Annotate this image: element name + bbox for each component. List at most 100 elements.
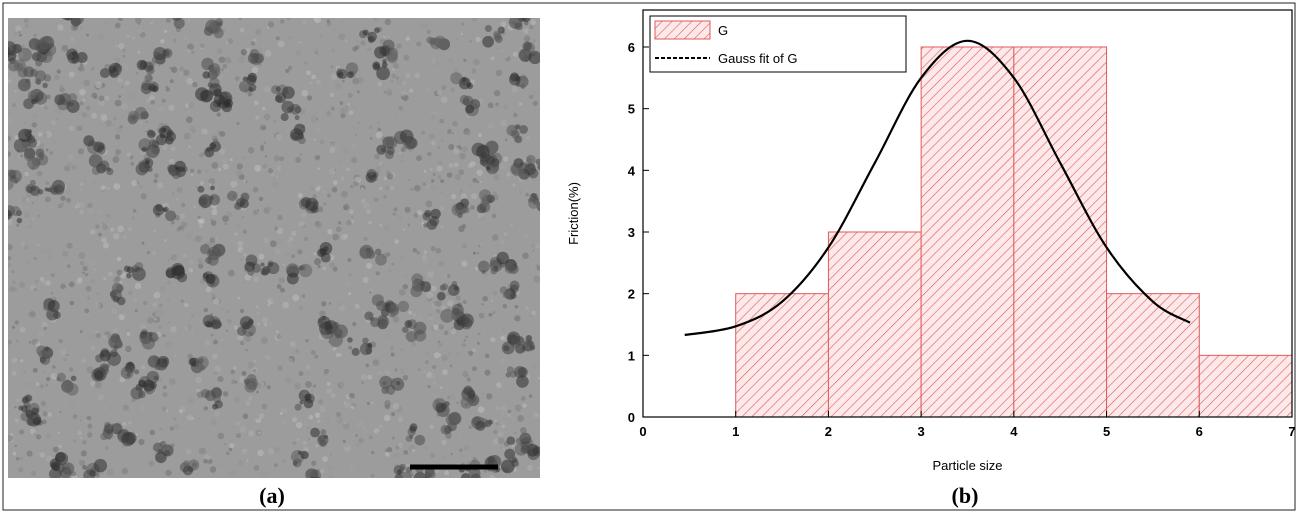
grain bbox=[312, 381, 316, 385]
grain bbox=[158, 303, 163, 308]
grain bbox=[235, 421, 241, 426]
grain bbox=[339, 108, 345, 114]
particle bbox=[152, 204, 164, 216]
particle bbox=[465, 104, 475, 114]
grain bbox=[338, 158, 342, 163]
grain bbox=[11, 357, 17, 363]
particle bbox=[124, 362, 136, 374]
particle bbox=[205, 273, 216, 284]
grain bbox=[477, 406, 485, 413]
grain bbox=[231, 379, 236, 385]
grain bbox=[343, 233, 349, 239]
grain bbox=[256, 312, 260, 315]
y-axis-label: Friction(%) bbox=[566, 182, 581, 245]
grain bbox=[169, 426, 175, 431]
grain bbox=[284, 251, 290, 257]
grain bbox=[24, 164, 28, 168]
grain bbox=[446, 172, 453, 178]
grain bbox=[453, 147, 460, 155]
grain bbox=[396, 43, 402, 49]
grain bbox=[474, 266, 479, 271]
grain bbox=[460, 32, 464, 36]
particle bbox=[147, 64, 154, 71]
grain bbox=[72, 439, 77, 443]
grain bbox=[423, 169, 427, 173]
grain bbox=[495, 422, 499, 426]
particle bbox=[159, 440, 167, 448]
grain bbox=[261, 403, 268, 410]
particle bbox=[248, 83, 257, 92]
grain bbox=[307, 437, 311, 441]
particle bbox=[207, 321, 214, 328]
grain bbox=[363, 108, 370, 116]
grain bbox=[331, 65, 334, 68]
grain bbox=[477, 332, 481, 336]
legend-label: G bbox=[718, 23, 728, 38]
particle bbox=[240, 49, 248, 56]
particle bbox=[165, 210, 177, 222]
particle bbox=[22, 81, 30, 89]
grain bbox=[216, 47, 223, 54]
grain bbox=[436, 165, 443, 172]
grain bbox=[506, 172, 511, 177]
grain bbox=[471, 68, 477, 74]
x-tick-label: 4 bbox=[1010, 424, 1018, 439]
grain bbox=[197, 215, 201, 219]
particle bbox=[522, 41, 535, 54]
grain bbox=[299, 55, 303, 58]
particle bbox=[20, 140, 29, 148]
particle bbox=[247, 52, 259, 64]
panel-label: (b) bbox=[952, 483, 979, 508]
particle bbox=[294, 115, 300, 121]
grain bbox=[85, 272, 89, 277]
grain bbox=[103, 277, 107, 281]
grain bbox=[430, 179, 435, 183]
grain bbox=[225, 451, 230, 456]
particle bbox=[369, 169, 375, 176]
grain bbox=[500, 21, 507, 27]
grain bbox=[368, 291, 372, 295]
particle bbox=[458, 315, 470, 326]
grain bbox=[366, 401, 370, 406]
grain bbox=[65, 188, 73, 195]
grain bbox=[416, 209, 423, 216]
grain bbox=[190, 313, 195, 317]
grain bbox=[311, 74, 316, 80]
grain bbox=[246, 459, 249, 462]
particle bbox=[212, 138, 219, 145]
grain bbox=[344, 421, 347, 425]
grain bbox=[273, 155, 280, 162]
grain bbox=[153, 316, 161, 324]
particle bbox=[37, 188, 44, 195]
grain bbox=[177, 235, 180, 238]
grain bbox=[89, 187, 94, 193]
grain bbox=[97, 33, 105, 41]
grain bbox=[384, 369, 392, 377]
grain bbox=[453, 459, 457, 463]
grain bbox=[176, 186, 183, 194]
grain bbox=[350, 185, 354, 189]
grain bbox=[313, 55, 317, 58]
particle bbox=[480, 198, 490, 208]
grain bbox=[393, 452, 401, 460]
particle bbox=[282, 86, 295, 99]
grain bbox=[149, 94, 155, 101]
particle bbox=[374, 46, 387, 59]
particle bbox=[260, 262, 265, 267]
particle bbox=[214, 400, 223, 409]
particle bbox=[31, 407, 39, 416]
grain bbox=[345, 39, 348, 42]
particle bbox=[184, 7, 194, 17]
particle bbox=[490, 267, 498, 275]
particle bbox=[53, 472, 61, 478]
grain bbox=[365, 363, 370, 368]
grain bbox=[17, 154, 21, 158]
grain bbox=[392, 315, 400, 323]
particle bbox=[195, 87, 209, 102]
particle bbox=[140, 82, 153, 95]
grain bbox=[430, 246, 436, 252]
particle bbox=[56, 372, 67, 383]
grain bbox=[162, 392, 168, 398]
grain bbox=[409, 88, 414, 93]
